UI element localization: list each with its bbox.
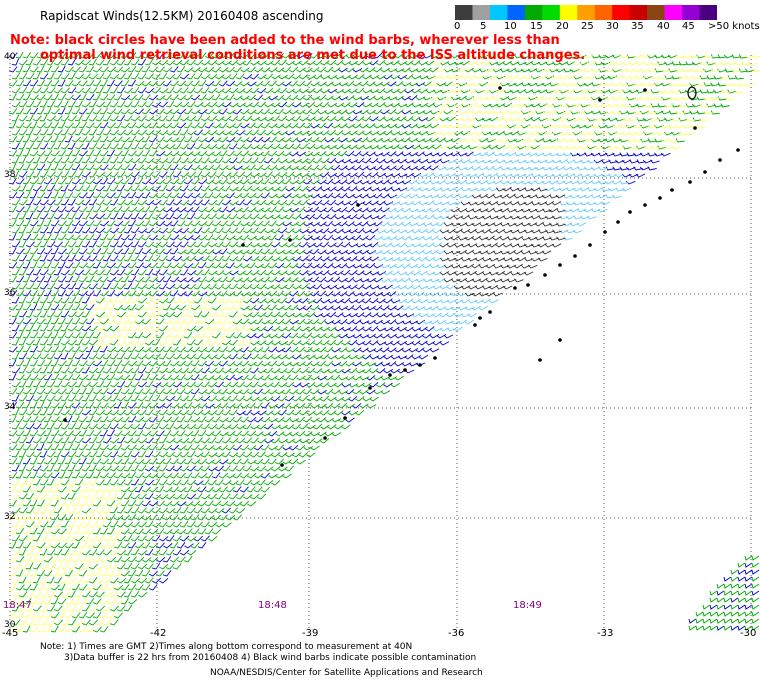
colorbar-label: 10: [504, 21, 517, 32]
colorbar-label: 45: [682, 21, 695, 32]
quality-flag-dot: [418, 363, 422, 367]
quality-flag-dot: [616, 220, 620, 224]
colorbar-swatch: [455, 5, 473, 20]
quality-flag-dot: [643, 203, 647, 207]
colorbar-label: 0: [454, 21, 461, 32]
longitude-label: -45: [2, 628, 19, 639]
colorbar-label: 15: [530, 21, 543, 32]
latitude-label: 38: [4, 170, 16, 180]
quality-flag-dot: [323, 436, 327, 440]
quality-flag-dot: [628, 210, 632, 214]
quality-flag-dot: [558, 338, 562, 342]
colorbar-swatch: [489, 5, 508, 20]
colorbar-swatch: [577, 5, 596, 20]
quality-flag-dot: [538, 358, 542, 362]
colorbar-label: >50 knots: [708, 21, 760, 32]
quality-flag-dot: [703, 170, 707, 174]
quality-flag-dot: [288, 238, 292, 242]
quality-flag-dot: [526, 283, 530, 287]
quality-flag-dot: [693, 126, 697, 130]
quality-flag-dot: [343, 416, 347, 420]
wind-barbs-layer: [8, 51, 760, 633]
quality-flag-dot: [643, 88, 647, 92]
colorbar-label: 35: [631, 21, 644, 32]
wind-barb-group: [8, 51, 760, 633]
footnote-line-2: 3)Data buffer is 22 hrs from 20160408 4)…: [64, 653, 477, 663]
quality-flag-dot: [670, 188, 674, 192]
time-label: 18:49: [513, 600, 542, 611]
latitude-label: 36: [4, 288, 16, 298]
quality-flag-dot: [356, 203, 360, 207]
colorbar-swatch: [472, 5, 491, 20]
quality-flag-dot: [688, 180, 692, 184]
colorbar-swatch: [507, 5, 526, 20]
quality-flag-dot: [598, 98, 602, 102]
quality-flag-dot: [488, 310, 492, 314]
quality-flag-dot: [63, 418, 67, 422]
colorbar-swatch: [524, 5, 543, 20]
latitude-label: 32: [4, 512, 16, 522]
longitude-label: -42: [150, 628, 167, 639]
quality-flag-dot: [388, 373, 392, 377]
map-title: Rapidscat Winds(12.5KM) 20160408 ascendi…: [40, 9, 324, 23]
colorbar-swatch: [629, 5, 648, 20]
colorbar-label: 25: [581, 21, 594, 32]
colorbar-swatch: [699, 5, 717, 20]
note-line-2: optimal wind retrieval conditions are me…: [40, 48, 586, 63]
colorbar-labels: 0 5 10 15 20 25 30 35 40 45 >50 knots: [448, 21, 760, 35]
colorbar-swatch: [664, 5, 683, 20]
colorbar-label: 30: [606, 21, 619, 32]
quality-flag-dot: [736, 148, 740, 152]
quality-flag-dot: [433, 356, 437, 360]
colorbar-label: 40: [657, 21, 670, 32]
wind-barb-group: [439, 186, 566, 297]
wind-barb-group: [373, 151, 632, 332]
time-label: 18:48: [258, 600, 287, 611]
wind-barb-group: [8, 52, 760, 631]
longitude-label: -33: [597, 628, 614, 639]
colorbar-swatch: [542, 5, 561, 20]
quality-flag-dot: [241, 243, 245, 247]
longitude-label: -39: [302, 628, 319, 639]
longitude-label: -36: [448, 628, 465, 639]
colorbar-swatch: [647, 5, 666, 20]
quality-flag-dot: [588, 243, 592, 247]
colorbar-label: 20: [556, 21, 569, 32]
credit-line: NOAA/NESDIS/Center for Satellite Applica…: [210, 668, 483, 678]
latitude-label: 40: [4, 52, 16, 62]
quality-flag-dot: [658, 196, 662, 200]
colorbar-swatch: [682, 5, 701, 20]
quality-flag-dot: [478, 316, 482, 320]
colorbar-swatch: [594, 5, 613, 20]
colorbar-swatch: [559, 5, 578, 20]
quality-flag-dot: [543, 273, 547, 277]
quality-flag-dot: [513, 286, 517, 290]
latitude-label: 34: [4, 402, 16, 412]
time-label: 18:47: [3, 600, 32, 611]
quality-flag-dot: [558, 263, 562, 267]
quality-flag-dot: [718, 158, 722, 162]
quality-flag-dot: [403, 368, 407, 372]
quality-flag-dot: [498, 86, 502, 90]
wind-barb-group: [8, 53, 760, 633]
quality-flag-circles: [63, 86, 740, 467]
footnote-line-1: Note: 1) Times are GMT 2)Times along bot…: [40, 642, 413, 652]
quality-flag-dot: [473, 323, 477, 327]
quality-flag-dot: [280, 463, 284, 467]
quality-flag-dot: [368, 386, 372, 390]
quality-flag-dot: [603, 230, 607, 234]
latitude-label: 30: [4, 620, 16, 630]
note-line-1: Note: black circles have been added to t…: [10, 33, 560, 48]
island-outline: [687, 86, 697, 100]
contamination-note: Note: black circles have been added to t…: [10, 33, 585, 63]
colorbar-label: 5: [480, 21, 487, 32]
quality-flag-dot: [573, 254, 577, 258]
colorbar-swatch: [612, 5, 631, 20]
longitude-label: -30: [740, 628, 757, 639]
wind-speed-colorbar: [455, 5, 717, 20]
